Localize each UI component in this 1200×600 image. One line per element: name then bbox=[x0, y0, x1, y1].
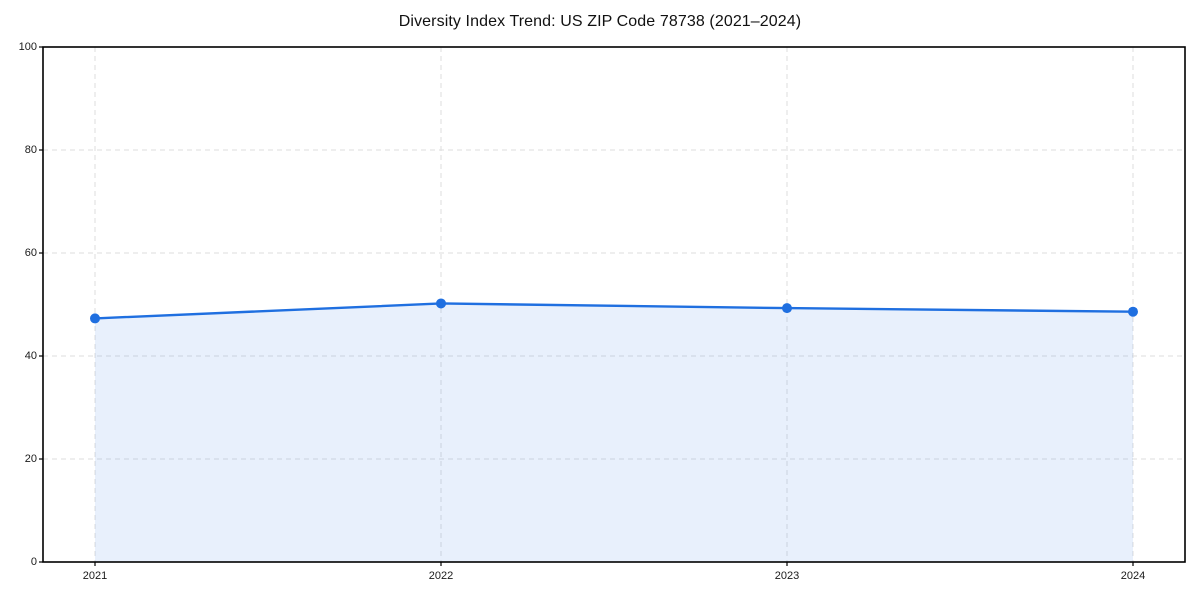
y-tick-label-0: 0 bbox=[30, 556, 37, 568]
data-point-2022 bbox=[436, 298, 446, 309]
area-fill bbox=[95, 303, 1133, 562]
data-point-2023 bbox=[782, 303, 792, 314]
chart-title: Diversity Index Trend: US ZIP Code 78738… bbox=[398, 13, 802, 30]
y-tick-label-80: 80 bbox=[24, 144, 37, 156]
y-tick-label-60: 60 bbox=[24, 247, 37, 259]
plot-frame bbox=[42, 46, 1186, 563]
x-tick-label-2024: 2024 bbox=[1120, 570, 1146, 582]
x-tick-label-2023: 2023 bbox=[774, 570, 800, 582]
y-tick-label-20: 20 bbox=[24, 453, 37, 465]
y-tick-label-40: 40 bbox=[24, 350, 37, 362]
data-point-2024 bbox=[1128, 306, 1138, 317]
data-point-2021 bbox=[90, 313, 100, 324]
x-tick-label-2021: 2021 bbox=[82, 570, 108, 582]
trend-line bbox=[93, 302, 1135, 320]
x-tick-label-2022: 2022 bbox=[428, 570, 454, 582]
y-tick-label-100: 100 bbox=[18, 41, 37, 53]
